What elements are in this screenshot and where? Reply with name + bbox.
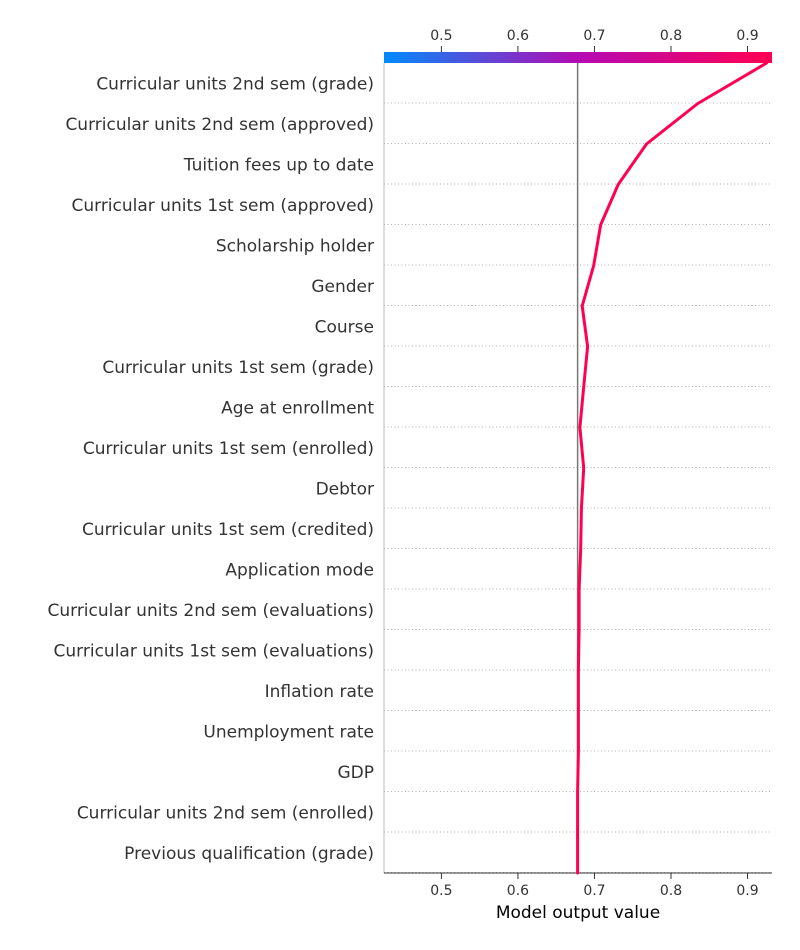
- feature-label: Application mode: [225, 560, 374, 580]
- x-axis-title: Model output value: [496, 903, 660, 923]
- feature-label: Tuition fees up to date: [183, 155, 374, 175]
- feature-label: Curricular units 2nd sem (evaluations): [47, 601, 374, 621]
- feature-label: Unemployment rate: [203, 722, 374, 742]
- feature-label: Curricular units 1st sem (enrolled): [83, 439, 374, 459]
- x-tick-label: 0.7: [583, 883, 605, 899]
- top-tick-label: 0.8: [660, 28, 682, 44]
- feature-label: Age at enrollment: [221, 398, 374, 418]
- feature-label: Course: [315, 317, 374, 337]
- feature-label: Scholarship holder: [216, 236, 374, 256]
- decision-path-line: [576, 61, 769, 875]
- feature-label: Curricular units 2nd sem (grade): [96, 74, 374, 94]
- top-tick-label: 0.7: [583, 28, 605, 44]
- feature-label: Curricular units 2nd sem (enrolled): [77, 803, 374, 823]
- top-tick-label: 0.6: [507, 28, 529, 44]
- colorbar: [384, 52, 772, 63]
- feature-label: Curricular units 1st sem (evaluations): [54, 641, 374, 661]
- feature-label: Previous qualification (grade): [124, 844, 374, 864]
- feature-label: Gender: [311, 277, 374, 297]
- feature-label: Curricular units 1st sem (credited): [82, 520, 374, 540]
- feature-label: Debtor: [316, 479, 374, 499]
- top-tick-label: 0.9: [736, 28, 758, 44]
- top-tick-label: 0.5: [430, 28, 452, 44]
- x-tick-label: 0.5: [430, 883, 452, 899]
- feature-label: Curricular units 1st sem (grade): [102, 358, 374, 378]
- x-tick-label: 0.6: [507, 883, 529, 899]
- feature-label: GDP: [337, 763, 374, 783]
- feature-label: Curricular units 1st sem (approved): [71, 196, 374, 216]
- x-tick-label: 0.9: [736, 883, 758, 899]
- x-tick-label: 0.8: [660, 883, 682, 899]
- feature-label: Inflation rate: [265, 682, 374, 702]
- feature-label: Curricular units 2nd sem (approved): [65, 115, 374, 135]
